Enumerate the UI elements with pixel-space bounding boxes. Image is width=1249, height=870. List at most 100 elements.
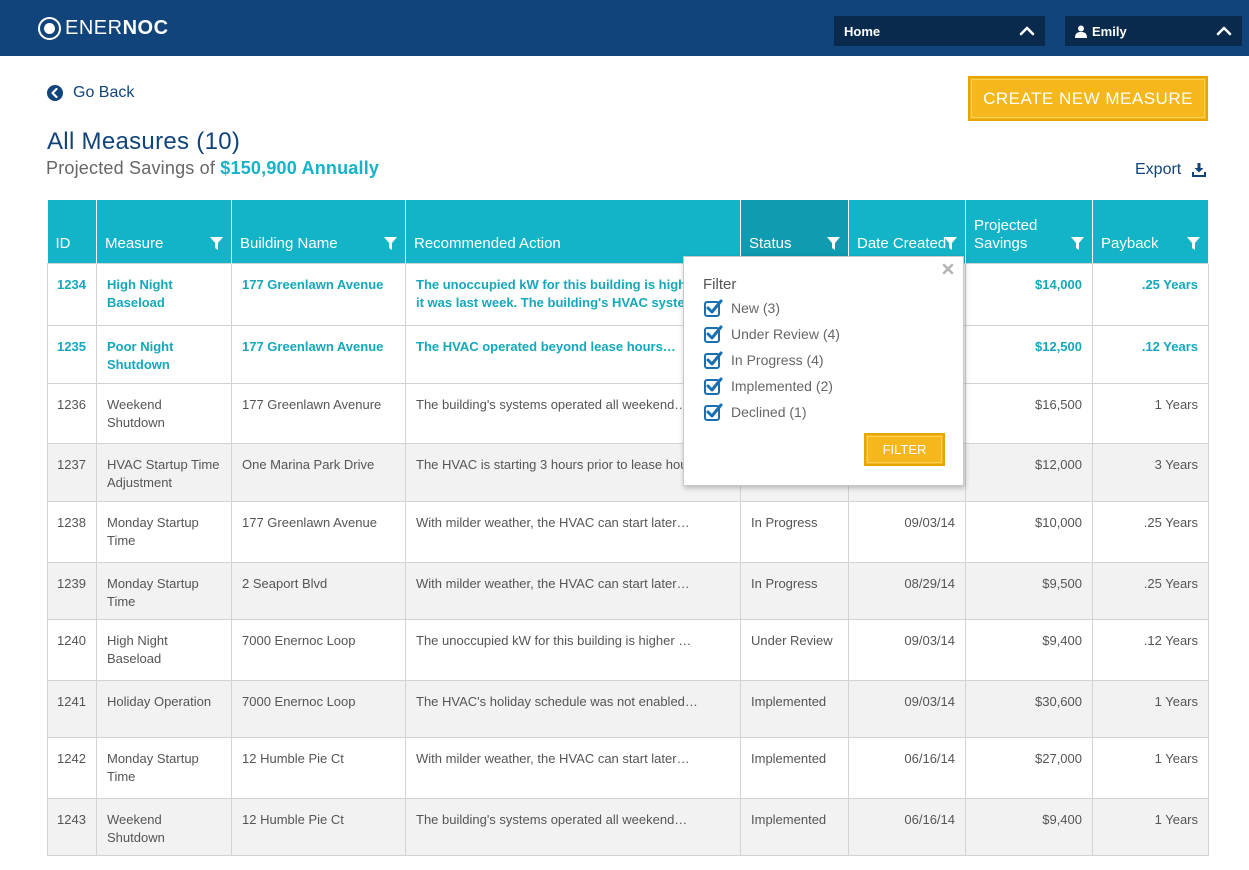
go-back-link[interactable]: Go Back: [47, 84, 134, 102]
table-row[interactable]: 1237 HVAC Startup Time Adjustment One Mari…: [47, 442, 1209, 502]
apply-filter-button[interactable]: FILTER: [864, 433, 945, 466]
cell-building-name-text[interactable]: 177 Greenlawn Avenue: [242, 514, 377, 530]
cell-measure-text[interactable]: High Night Baseload: [107, 276, 173, 310]
cell-building-name: 2 Seaport Blvd: [231, 561, 406, 620]
filter-popup-title: Filter: [703, 276, 737, 293]
cell-projected-savings: $14,000: [965, 262, 1093, 326]
checkbox-checked-icon[interactable]: [704, 299, 723, 317]
cell-measure-text[interactable]: Weekend Shutdown: [107, 396, 165, 430]
cell-id: 1241: [47, 679, 97, 738]
filter-icon[interactable]: [827, 236, 840, 250]
cell-date-created: 09/03/14: [848, 500, 966, 563]
cell-projected-savings: $10,000: [965, 500, 1093, 563]
top-bar: ENERNOC Home Emily: [0, 0, 1249, 56]
home-nav-label: Home: [844, 23, 881, 39]
filter-option-declined[interactable]: Declined (1): [704, 403, 806, 421]
column-header-measure[interactable]: Measure: [96, 200, 232, 263]
projected-savings-prefix: Projected Savings of: [46, 158, 221, 178]
checkbox-checked-icon[interactable]: [704, 377, 723, 395]
cell-id: 1235: [47, 324, 97, 384]
cell-building-name-text[interactable]: 177 Greenlawn Avenue: [242, 338, 384, 354]
cell-building-name-text[interactable]: 12 Humble Pie Ct: [242, 750, 344, 766]
filter-icon[interactable]: [1187, 236, 1200, 250]
cell-building-name: 12 Humble Pie Ct: [231, 797, 406, 856]
table-row[interactable]: 1241 Holiday Operation 7000 Enernoc Loop Th…: [47, 679, 1209, 738]
filter-option-new[interactable]: New (3): [704, 299, 780, 317]
column-header-building-name[interactable]: Building Name: [231, 200, 406, 263]
cell-measure-text[interactable]: Holiday Operation: [107, 693, 212, 709]
filter-icon[interactable]: [944, 236, 957, 250]
column-header-recommended-action[interactable]: Recommended Action: [405, 200, 741, 263]
cell-measure: Poor Night Shutdown: [96, 324, 232, 384]
cell-measure-text[interactable]: Poor Night Shutdown: [107, 338, 174, 372]
logo-circle-icon: [38, 16, 61, 40]
page-title: All Measures (10): [47, 128, 241, 155]
cell-payback: .25 Years: [1092, 561, 1209, 620]
filter-option-under-review[interactable]: Under Review (4): [704, 325, 840, 343]
cell-measure-text[interactable]: Weekend Shutdown: [107, 811, 165, 845]
table-row[interactable]: 1234 High Night Baseload 177 Greenlawn Ave…: [47, 262, 1209, 326]
cell-payback: .12 Years: [1092, 618, 1209, 681]
cell-measure-text[interactable]: Monday Startup Time: [107, 514, 199, 548]
cell-payback-text: 1 Years: [1154, 811, 1198, 827]
cell-payback: 1 Years: [1092, 679, 1209, 738]
filter-option-in-progress[interactable]: In Progress (4): [704, 351, 824, 369]
cell-payback-text: .25 Years: [1141, 276, 1198, 292]
column-header-id[interactable]: ID: [47, 200, 97, 263]
cell-measure: Weekend Shutdown: [96, 797, 232, 856]
cell-date-created: 09/03/14: [848, 679, 966, 738]
table-row[interactable]: 1238 Monday Startup Time 177 Greenlawn Ave…: [47, 500, 1209, 563]
cell-payback: 3 Years: [1092, 442, 1209, 502]
cell-building-name-text[interactable]: One Marina Park Drive: [242, 456, 375, 472]
column-header-status[interactable]: Status: [740, 200, 849, 263]
cell-id: 1243: [47, 797, 97, 856]
home-nav-dropdown[interactable]: Home: [834, 16, 1045, 46]
cell-recommended-action: The building's systems operated all week…: [405, 797, 741, 856]
table-row[interactable]: 1240 High Night Baseload 7000 Enernoc Loop…: [47, 618, 1209, 681]
cell-measure: Holiday Operation: [96, 679, 232, 738]
close-icon[interactable]: [942, 263, 954, 275]
cell-id: 1239: [47, 561, 97, 620]
cell-building-name-text[interactable]: 177 Greenlawn Avenue: [242, 276, 384, 292]
cell-building-name-text[interactable]: 7000 Enernoc Loop: [242, 632, 356, 648]
filter-icon[interactable]: [384, 236, 397, 250]
column-header-projected-savings[interactable]: Projected Savings: [965, 200, 1093, 263]
checkbox-checked-icon[interactable]: [704, 351, 723, 369]
user-nav-dropdown[interactable]: Emily: [1065, 16, 1242, 46]
cell-measure-text[interactable]: Monday Startup Time: [107, 750, 199, 784]
filter-icon[interactable]: [210, 236, 223, 250]
cell-projected-savings: $9,400: [965, 618, 1093, 681]
cell-payback: .25 Years: [1092, 262, 1209, 326]
cell-status-text: Implemented: [751, 693, 827, 709]
cell-measure-text[interactable]: Monday Startup Time: [107, 575, 199, 609]
filter-option-implemented[interactable]: Implemented (2): [704, 377, 833, 395]
column-header-payback[interactable]: Payback: [1092, 200, 1209, 263]
checkbox-checked-icon[interactable]: [704, 325, 723, 343]
cell-building-name: 177 Greenlawn Avenure: [231, 382, 406, 444]
cell-projected-savings: $27,000: [965, 736, 1093, 799]
chevron-up-icon: [1019, 26, 1035, 36]
cell-measure-text[interactable]: HVAC Startup Time Adjustment: [107, 456, 220, 490]
table-row[interactable]: 1236 Weekend Shutdown 177 Greenlawn Avenur…: [47, 382, 1209, 444]
table-row[interactable]: 1239 Monday Startup Time 2 Seaport Blvd Wit…: [47, 561, 1209, 620]
cell-building-name-text[interactable]: 12 Humble Pie Ct: [242, 811, 344, 827]
cell-building-name-text[interactable]: 177 Greenlawn Avenure: [242, 396, 382, 412]
cell-measure-text[interactable]: High Night Baseload: [107, 632, 168, 666]
checkbox-checked-icon[interactable]: [704, 403, 723, 421]
cell-building-name-text[interactable]: 2 Seaport Blvd: [242, 575, 328, 591]
cell-building-name-text[interactable]: 7000 Enernoc Loop: [242, 693, 356, 709]
table-row[interactable]: 1243 Weekend Shutdown 12 Humble Pie Ct The …: [47, 797, 1209, 856]
enernoc-logo[interactable]: ENERNOC: [38, 16, 169, 40]
cell-id: 1236: [47, 382, 97, 444]
export-link[interactable]: Export: [1135, 161, 1207, 179]
cell-status-text: Under Review: [751, 632, 833, 648]
create-new-measure-button[interactable]: CREATE NEW MEASURE: [968, 76, 1208, 121]
table-row[interactable]: 1235 Poor Night Shutdown 177 Greenlawn Ave…: [47, 324, 1209, 384]
column-header-date-created[interactable]: Date Created: [848, 200, 966, 263]
table-row[interactable]: 1242 Monday Startup Time 12 Humble Pie Ct W…: [47, 736, 1209, 799]
filter-icon[interactable]: [1071, 236, 1084, 250]
logo-text: ENERNOC: [65, 16, 169, 39]
cell-id: 1237: [47, 442, 97, 502]
cell-payback: .25 Years: [1092, 500, 1209, 563]
cell-date-created: 08/29/14: [848, 561, 966, 620]
